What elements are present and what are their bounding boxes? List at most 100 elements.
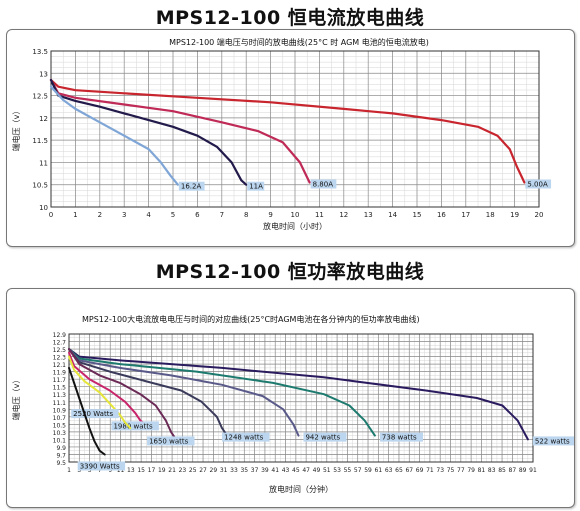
series-label-box: [379, 432, 423, 442]
x-tick-label: 11: [315, 211, 324, 219]
x-tick-label: 55: [344, 467, 352, 474]
x-tick-label: 0: [49, 211, 53, 219]
y-tick-label: 11.5: [53, 385, 67, 392]
x-tick-label: 37: [251, 467, 259, 474]
x-tick-label: 35: [240, 467, 248, 474]
x-tick-label: 25: [189, 467, 197, 474]
x-tick-label: 9: [268, 211, 272, 219]
y-tick-label: 10: [39, 204, 48, 212]
x-tick-label: 63: [385, 467, 393, 474]
series-label: 942 watts: [305, 434, 340, 442]
y-tick-label: 11: [39, 159, 48, 167]
series-line: [68, 366, 106, 456]
series-line: [49, 78, 526, 184]
series-line: [68, 348, 229, 437]
y-tick-label: 12: [39, 115, 48, 123]
y-axis-label: 端电压（v）: [11, 107, 21, 152]
series-label-box: [111, 421, 159, 431]
chart-panel-constant-power: MPS12-100大电流放电电压与时间的对应曲线(25°C时AGM电池在各分钟内…: [6, 288, 575, 508]
series-label-box: [532, 436, 574, 446]
x-tick-label: 15: [413, 211, 422, 219]
series-label: 522 watts: [535, 437, 570, 445]
x-tick-label: 77: [457, 467, 465, 474]
y-tick-label: 10.1: [53, 437, 67, 444]
y-tick-label: 11.5: [32, 137, 48, 145]
y-axis-label: 端电压（v）: [11, 376, 21, 421]
series-label: 2520 Watts: [73, 410, 113, 418]
x-tick-label: 1: [73, 211, 77, 219]
y-tick-label: 11.9: [53, 370, 67, 377]
x-tick-label: 19: [510, 211, 519, 219]
series-label-box: [247, 181, 265, 191]
section-title-constant-power: MPS12-100 恒功率放电曲线: [155, 261, 425, 283]
y-tick-label: 10.3: [53, 430, 67, 437]
series-line: [68, 348, 300, 437]
series-line: [49, 78, 311, 184]
x-tick-label: 20: [535, 211, 544, 219]
series-label-box: [310, 179, 337, 189]
series-label-box: [222, 432, 270, 442]
x-tick-label: 21: [168, 467, 176, 474]
x-tick-label: 17: [461, 211, 470, 219]
x-tick-label: 51: [323, 467, 331, 474]
x-tick-label: 53: [333, 467, 341, 474]
chart-title: MPS12-100大电流放电电压与时间的对应曲线(25°C时AGM电池在各分钟内…: [82, 314, 420, 324]
x-tick-label: 89: [519, 467, 527, 474]
x-tick-label: 3: [122, 211, 126, 219]
x-tick-label: 31: [220, 467, 228, 474]
y-tick-label: 11.7: [53, 377, 67, 384]
chart-constant-current: MPS12-100 端电压与时间的放电曲线(25°C 时 AGM 电池的恒电流放…: [11, 37, 552, 231]
plot-area: [50, 50, 540, 208]
x-axis-label: 放电时间（小时）: [263, 221, 327, 231]
y-tick-label: 12.5: [53, 347, 67, 354]
y-tick-label: 12.3: [53, 355, 67, 362]
x-tick-label: 85: [498, 467, 506, 474]
series-label: 11A: [249, 183, 263, 191]
x-tick-label: 14: [388, 211, 397, 219]
y-tick-label: 12.9: [53, 332, 67, 339]
x-tick-label: 61: [375, 467, 383, 474]
series-label: 8.80A: [313, 180, 334, 188]
series-line: [49, 85, 179, 186]
series-line: [68, 348, 376, 437]
x-tick-label: 7: [98, 467, 102, 474]
series-label: 1248 watts: [224, 434, 264, 442]
y-tick-label: 12.7: [53, 340, 67, 347]
x-tick-label: 87: [509, 467, 517, 474]
x-axis-label: 放电时间（分钟）: [269, 484, 333, 494]
x-tick-label: 27: [199, 467, 207, 474]
x-tick-label: 91: [529, 467, 537, 474]
series-label-box: [178, 181, 205, 191]
chart-constant-power: MPS12-100大电流放电电压与时间的对应曲线(25°C时AGM电池在各分钟内…: [11, 314, 574, 494]
series-label: 738 watts: [382, 434, 417, 442]
x-tick-label: 71: [426, 467, 434, 474]
series-label: 5.00A: [527, 180, 548, 188]
chart-title: MPS12-100 端电压与时间的放电曲线(25°C 时 AGM 电池的恒电流放…: [169, 37, 429, 47]
y-tick-label: 9.7: [56, 452, 66, 459]
plot-area: [68, 333, 534, 463]
x-tick-label: 73: [436, 467, 444, 474]
y-tick-label: 11.1: [53, 400, 67, 407]
series-label-box: [71, 409, 119, 419]
x-tick-label: 3: [77, 467, 81, 474]
x-tick-label: 18: [486, 211, 495, 219]
x-tick-label: 17: [148, 467, 156, 474]
x-tick-label: 29: [210, 467, 218, 474]
x-tick-label: 83: [488, 467, 496, 474]
series-line: [68, 355, 132, 430]
x-tick-label: 23: [179, 467, 187, 474]
series-label: 1980 watts: [113, 422, 153, 430]
x-tick-label: 6: [195, 211, 200, 219]
x-tick-label: 10: [291, 211, 300, 219]
x-tick-label: 8: [244, 211, 248, 219]
x-tick-label: 5: [171, 211, 175, 219]
x-tick-label: 12: [339, 211, 348, 219]
x-tick-label: 67: [405, 467, 413, 474]
x-tick-label: 69: [416, 467, 424, 474]
x-tick-label: 39: [261, 467, 269, 474]
x-tick-label: 59: [364, 467, 372, 474]
series-label-box: [77, 461, 126, 471]
x-tick-label: 43: [282, 467, 290, 474]
y-tick-label: 12.1: [53, 362, 67, 369]
x-tick-label: 4: [146, 211, 151, 219]
